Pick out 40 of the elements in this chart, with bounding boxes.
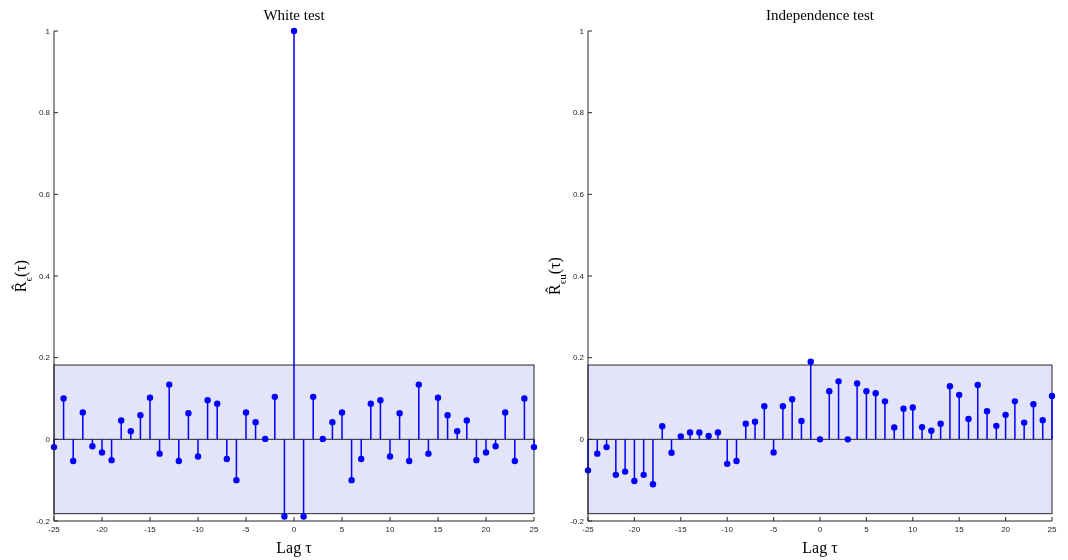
y-tick-label: 0 xyxy=(579,435,585,445)
x-tick-label: 5 xyxy=(864,525,870,534)
y-tick-label: 0.8 xyxy=(572,108,585,118)
y-tick-label: 0.4 xyxy=(38,271,51,281)
chart-title: White test xyxy=(263,7,326,23)
x-tick-label: 25 xyxy=(1047,525,1057,534)
x-tick-label: -15 xyxy=(144,525,157,534)
x-tick-label: -10 xyxy=(721,525,734,534)
x-tick-label: -25 xyxy=(582,525,595,534)
x-tick-label: -25 xyxy=(48,525,61,534)
x-tick-label: 15 xyxy=(954,525,965,534)
y-tick-label: 1 xyxy=(579,26,585,36)
x-axis-title: Lag τ xyxy=(802,539,839,557)
x-tick-label: 20 xyxy=(481,525,491,534)
x-tick-label: 5 xyxy=(339,525,345,534)
y-tick-label: 0.6 xyxy=(572,190,585,200)
chart-title: Independence test xyxy=(766,7,875,23)
x-tick-label: 15 xyxy=(433,525,443,534)
x-axis-title: Lag τ xyxy=(276,539,313,557)
x-tick-label: 10 xyxy=(908,525,918,534)
x-tick-label: 10 xyxy=(385,525,395,534)
y-tick-label: 1 xyxy=(45,26,51,36)
x-tick-label: -15 xyxy=(675,525,688,534)
x-tick-label: -20 xyxy=(628,525,641,534)
y-tick-label: 0.8 xyxy=(38,108,51,118)
y-tick-label: 0.4 xyxy=(572,271,585,281)
x-tick-label: 0 xyxy=(817,525,823,534)
x-tick-label: -5 xyxy=(242,525,251,534)
y-tick-label: 0.2 xyxy=(572,353,585,363)
y-tick-label: -0.2 xyxy=(570,516,585,526)
y-tick-label: 0.2 xyxy=(38,353,51,363)
x-tick-label: 0 xyxy=(291,525,297,534)
x-tick-label: -5 xyxy=(770,525,778,534)
x-tick-label: 25 xyxy=(529,525,539,534)
x-tick-label: -20 xyxy=(96,525,109,534)
y-tick-label: 0 xyxy=(45,435,51,445)
x-tick-label: 20 xyxy=(1001,525,1011,534)
x-tick-label: -10 xyxy=(192,525,205,534)
y-tick-label: -0.2 xyxy=(36,516,51,526)
y-tick-label: 0.6 xyxy=(38,190,51,200)
